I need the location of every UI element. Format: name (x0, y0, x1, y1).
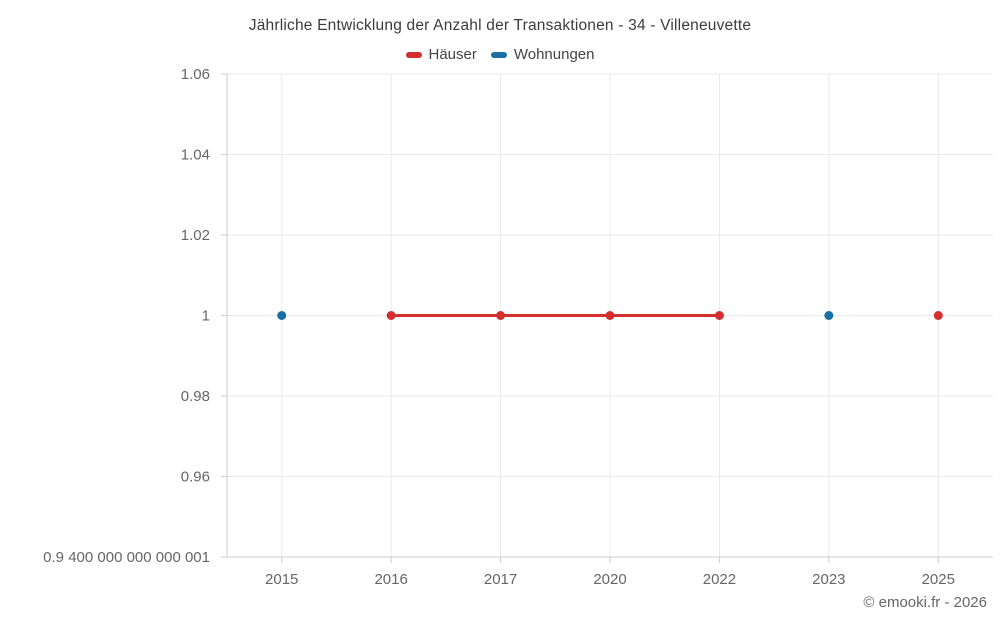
x-tick-label: 2020 (593, 571, 626, 588)
x-tick-label: 2025 (922, 571, 955, 588)
data-point-series0-2017[interactable] (496, 311, 506, 320)
legend-label-hauser: Häuser (428, 46, 477, 63)
legend: Häuser Wohnungen (0, 46, 1000, 63)
x-tick-label: 2017 (484, 571, 517, 588)
x-tick-label: 2016 (374, 571, 407, 588)
x-tick-label: 2023 (812, 571, 845, 588)
data-point-series0-2022[interactable] (714, 311, 724, 320)
y-tick-label: 0.98 (181, 388, 210, 405)
y-tick-label: 0.96 (181, 469, 210, 486)
data-point-series1-2023[interactable] (824, 311, 834, 320)
legend-item-wohnungen[interactable]: Wohnungen (490, 46, 595, 63)
legend-swatch-wohnungen-icon (490, 51, 507, 58)
y-tick-label: 1.06 (181, 66, 210, 83)
chart-title: Jährliche Entwicklung der Anzahl der Tra… (248, 17, 752, 34)
y-tick-label: 1 (202, 308, 210, 325)
x-tick-label: 2015 (265, 571, 298, 588)
y-tick-label: 1.04 (181, 147, 210, 164)
y-tick-label: 0.9 400 000 000 000 001 (43, 549, 210, 566)
data-point-series0-2016[interactable] (386, 311, 396, 320)
legend-item-hauser[interactable]: Häuser (405, 46, 477, 63)
footer-credit: © emooki.fr - 2026 (863, 594, 987, 611)
legend-swatch-hauser-icon (405, 51, 422, 58)
data-point-series0-2020[interactable] (605, 311, 615, 320)
data-point-series1-2015[interactable] (277, 311, 287, 320)
y-tick-label: 1.02 (181, 227, 210, 244)
data-point-series0-2025[interactable] (933, 311, 943, 320)
legend-label-wohnungen: Wohnungen (513, 46, 595, 63)
x-tick-label: 2022 (703, 571, 736, 588)
